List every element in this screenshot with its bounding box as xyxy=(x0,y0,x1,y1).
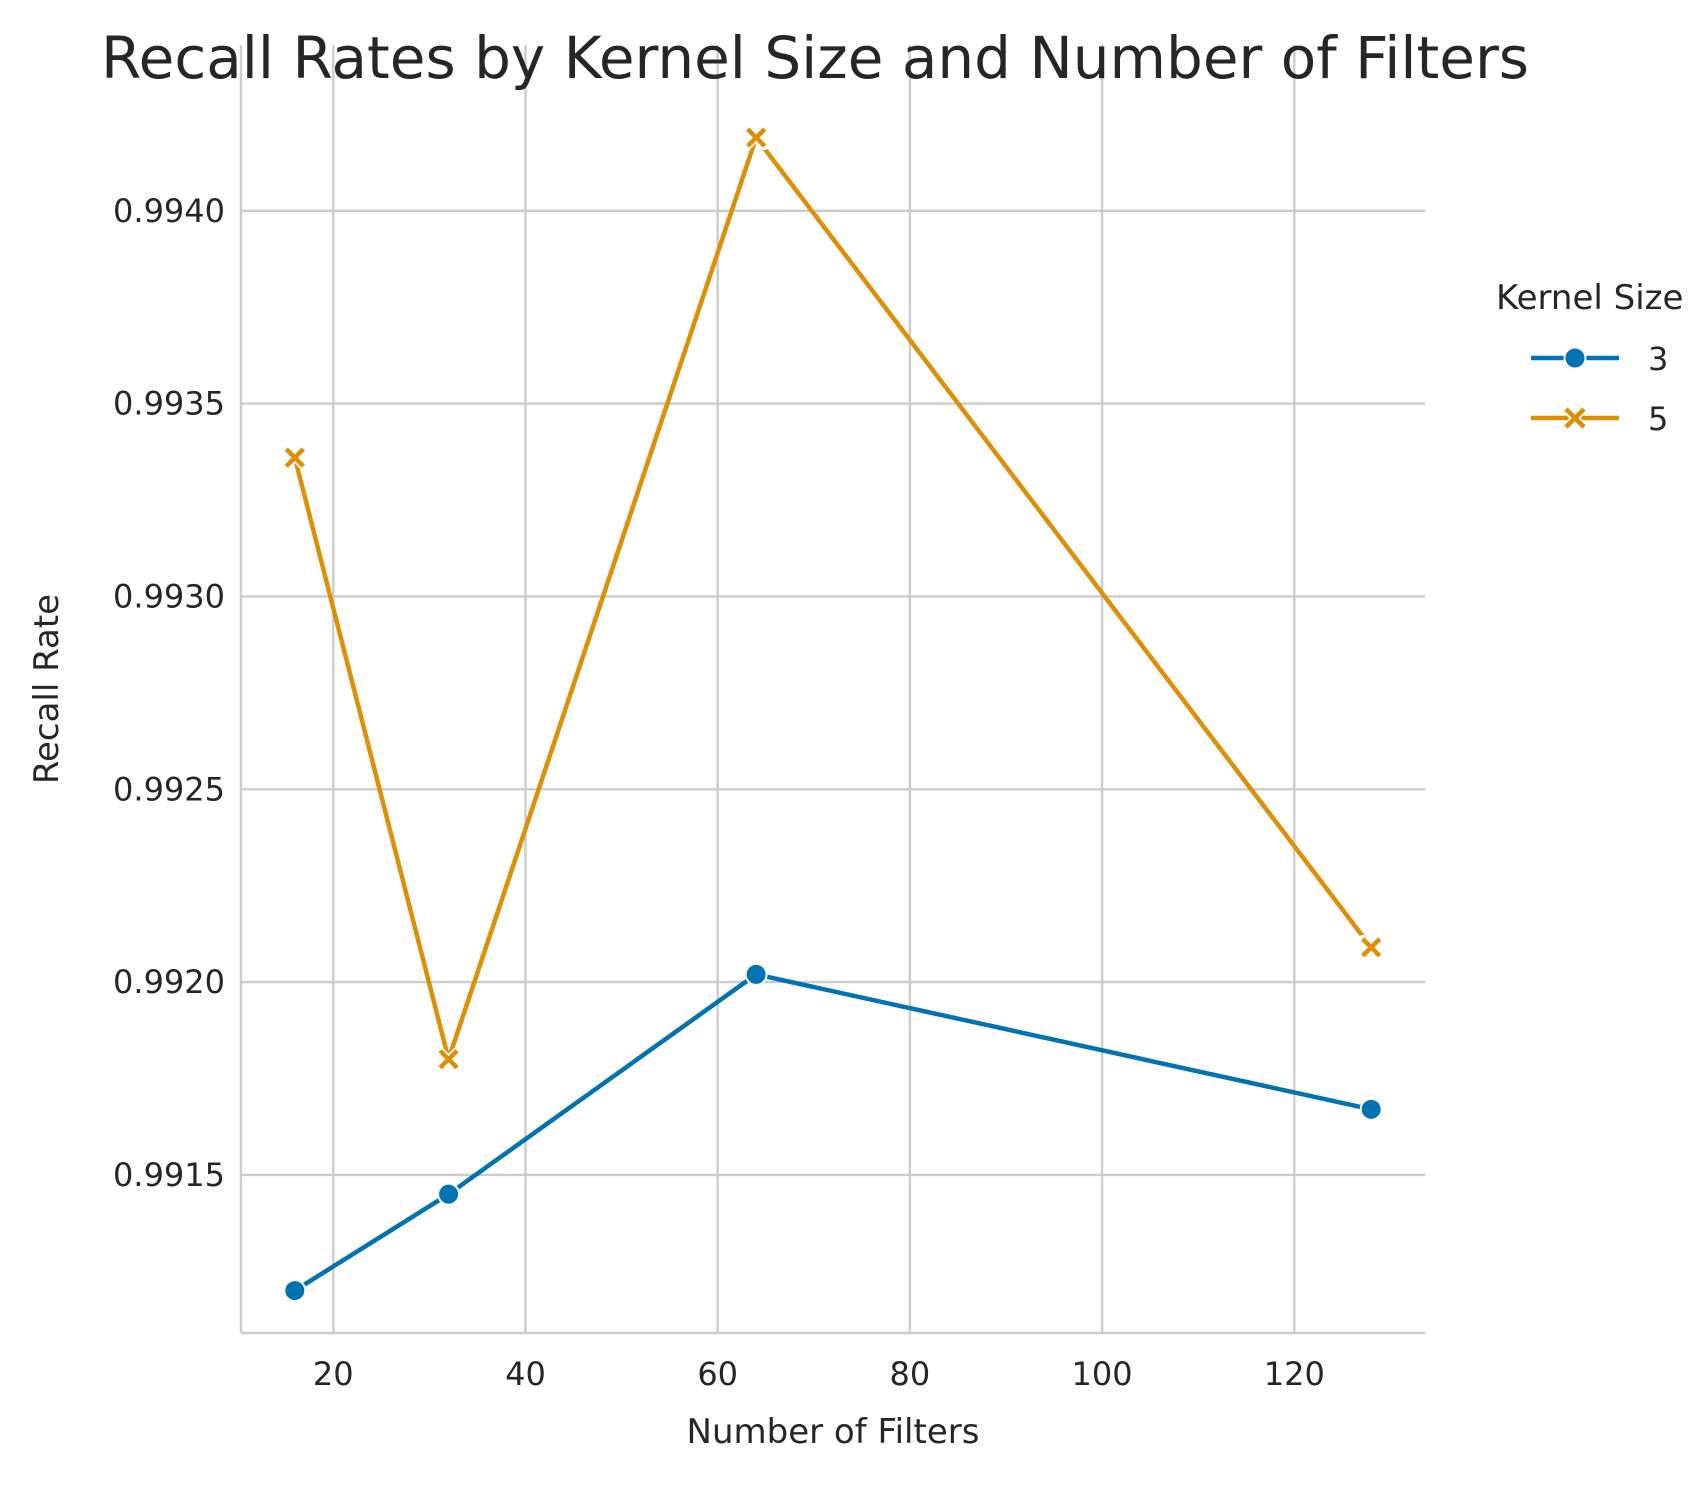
legend: Kernel Size 35 xyxy=(1496,278,1683,438)
data-point xyxy=(282,445,308,471)
legend-item: 3 xyxy=(1531,340,1668,378)
marker-stroke xyxy=(284,447,305,468)
x-tick-label: 100 xyxy=(1072,1355,1133,1393)
marker-stroke xyxy=(1564,407,1586,429)
legend-marker xyxy=(1562,405,1588,431)
data-point xyxy=(743,125,769,151)
y-tick-label: 0.9920 xyxy=(113,963,225,1001)
x-tick-label: 60 xyxy=(697,1355,738,1393)
legend-marker xyxy=(1563,346,1587,370)
y-axis-title: Recall Rate xyxy=(27,594,67,784)
legend-item: 5 xyxy=(1531,400,1668,438)
marker-stroke xyxy=(746,127,767,148)
tick-labels: 20 40 60 80 100 120 0.9915 0.9920 0.9925 0.9930 0.… xyxy=(113,192,1325,1393)
series-line xyxy=(292,135,1373,1062)
x-tick-label: 120 xyxy=(1264,1355,1325,1393)
y-tick-label: 0.9925 xyxy=(113,770,225,808)
chart-title: Recall Rates by Kernel Size and Number o… xyxy=(101,24,1529,92)
y-tick-label: 0.9915 xyxy=(113,1156,225,1194)
marker-stroke xyxy=(438,1049,459,1070)
x-tick-label: 80 xyxy=(890,1355,931,1393)
legend-items: 35 xyxy=(1531,340,1668,438)
data-point xyxy=(283,1279,307,1303)
marker-stroke xyxy=(1361,937,1382,958)
data-point xyxy=(1359,1097,1383,1121)
data-point xyxy=(437,1182,461,1206)
series-group xyxy=(282,125,1384,1303)
legend-label: 3 xyxy=(1648,340,1668,378)
legend-label: 5 xyxy=(1648,400,1668,438)
y-tick-label: 0.9930 xyxy=(113,577,225,615)
series-5 xyxy=(282,125,1384,1072)
series-3 xyxy=(283,962,1383,1303)
legend-title: Kernel Size xyxy=(1496,278,1683,318)
x-tick-label: 40 xyxy=(505,1355,546,1393)
y-tick-label: 0.9935 xyxy=(113,385,225,423)
data-point xyxy=(744,962,768,986)
data-point xyxy=(436,1046,462,1072)
y-tick-label: 0.9940 xyxy=(113,192,225,230)
x-tick-label: 20 xyxy=(313,1355,354,1393)
axes-spines xyxy=(239,45,1425,1335)
data-point xyxy=(1358,934,1384,960)
series-line xyxy=(293,972,1372,1293)
x-axis-title: Number of Filters xyxy=(687,1412,980,1452)
